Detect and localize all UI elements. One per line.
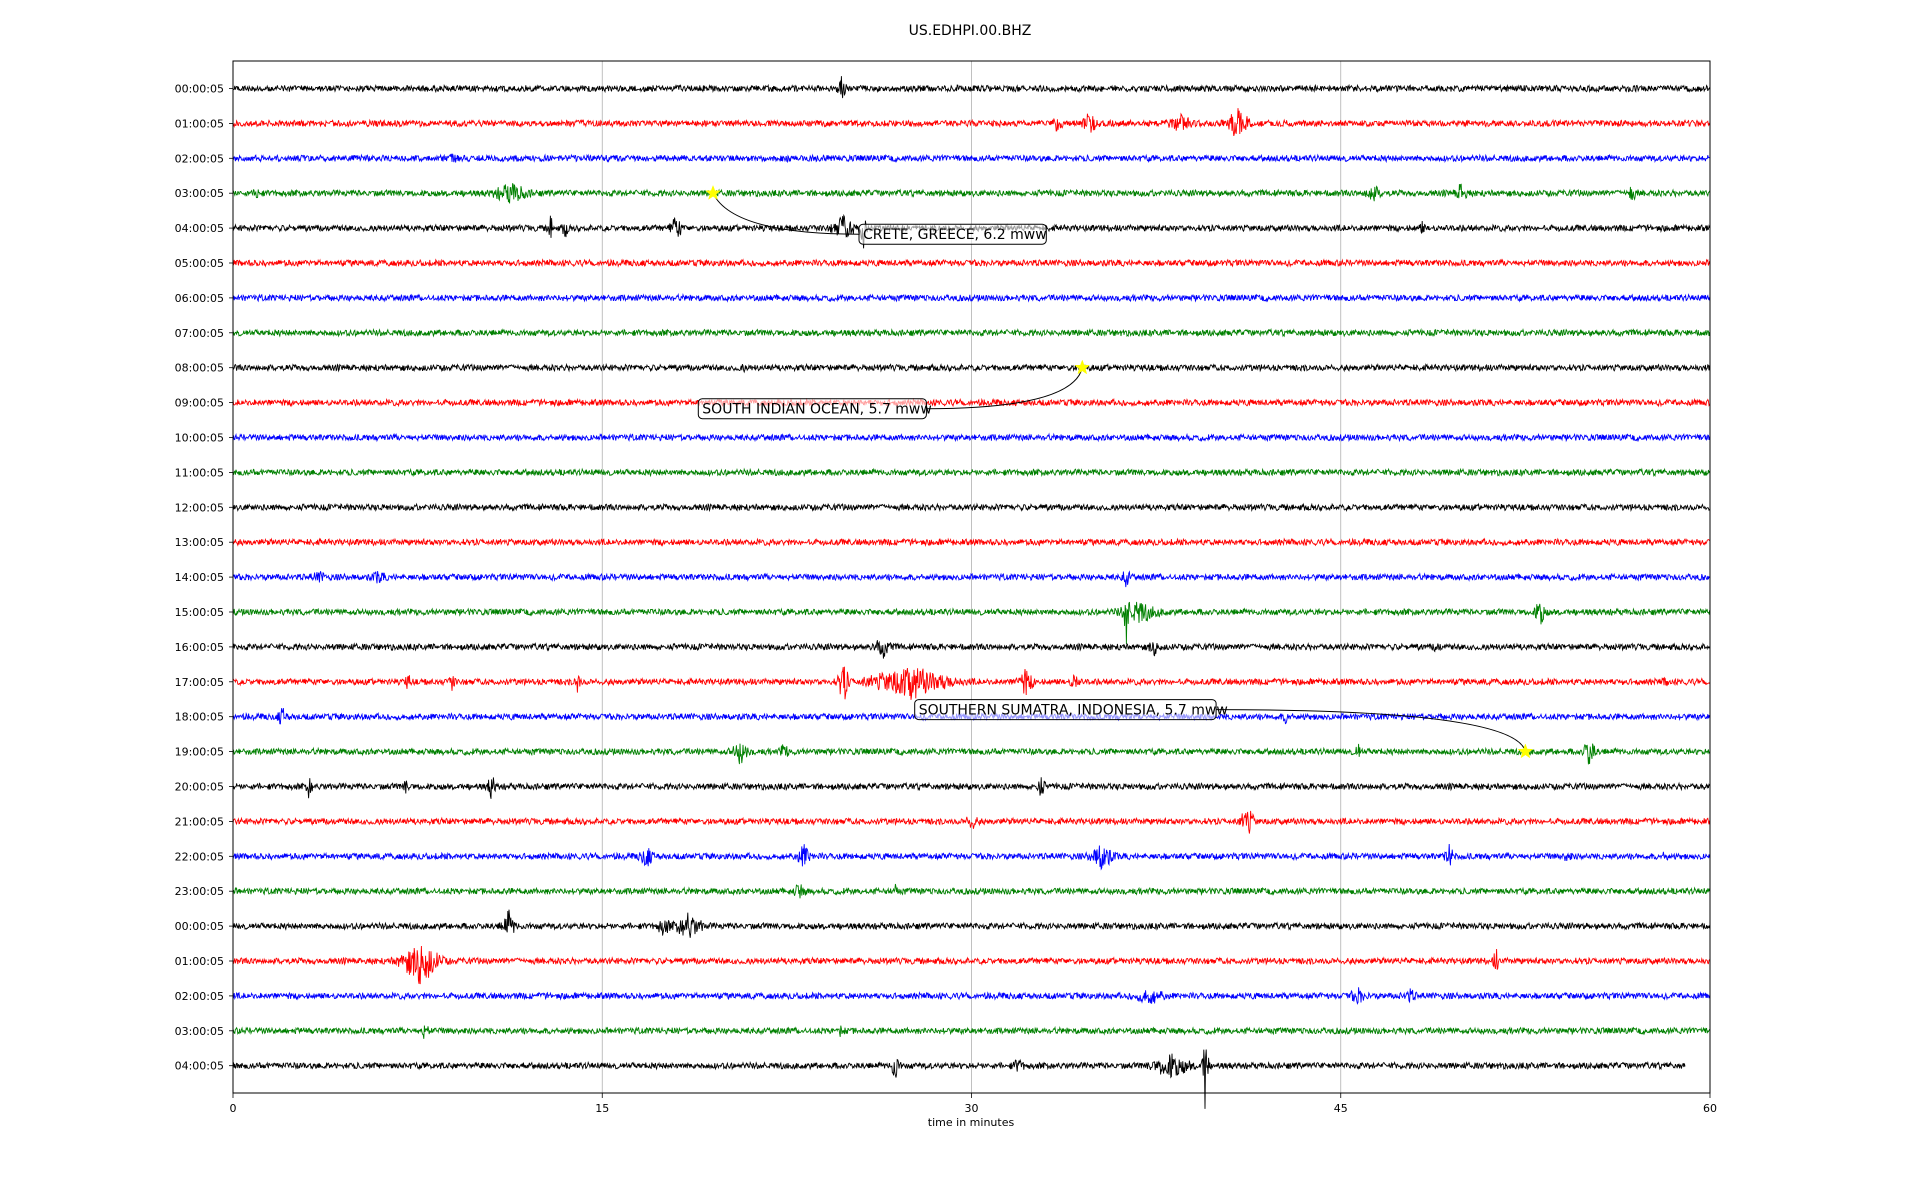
y-tick-label: 22:00:05 [175, 850, 224, 863]
trace-row [232, 502, 1710, 513]
trace-row [232, 432, 1711, 443]
trace-row [232, 108, 1711, 137]
trace-row [232, 843, 1711, 871]
x-tick-label: 45 [1334, 1102, 1348, 1115]
y-tick-label: 08:00:05 [175, 362, 224, 375]
trace-row [232, 292, 1711, 303]
trace-row [232, 570, 1710, 588]
trace-row [232, 666, 1710, 700]
seismic-traces [232, 76, 1711, 1109]
y-tick-label: 02:00:05 [175, 990, 224, 1003]
trace-row [232, 362, 1711, 374]
y-tick-labels: 00:00:05 01:00:05 02:00:05 03:00:05 04:00:05… [175, 83, 233, 1073]
trace-row [232, 153, 1710, 164]
trace-row [232, 601, 1711, 644]
y-tick-label: 00:00:05 [175, 920, 224, 933]
event-star-icon [1517, 743, 1534, 759]
y-tick-label: 06:00:05 [175, 292, 224, 305]
y-tick-label: 20:00:05 [175, 781, 224, 794]
trace-row [232, 777, 1710, 799]
y-tick-label: 03:00:05 [175, 187, 224, 200]
y-tick-label: 12:00:05 [175, 501, 224, 514]
x-axis-label: time in minutes [928, 1116, 1015, 1129]
y-tick-label: 14:00:05 [175, 571, 224, 584]
y-tick-label: 21:00:05 [175, 815, 224, 828]
trace-row [232, 640, 1711, 659]
y-tick-label: 10:00:05 [175, 432, 224, 445]
trace-row [232, 883, 1711, 899]
x-tick-label: 30 [965, 1102, 979, 1115]
x-tick-label: 15 [595, 1102, 609, 1115]
annotation-box [858, 223, 1047, 245]
trace-row [232, 258, 1711, 268]
x-tick-label: 60 [1703, 1102, 1717, 1115]
y-tick-label: 01:00:05 [175, 955, 224, 968]
annotation-label: SOUTH INDIAN OCEAN, 5.7 mww [702, 402, 932, 418]
y-tick-label: 18:00:05 [175, 711, 224, 724]
y-tick-label: 02:00:05 [175, 152, 224, 165]
annotation-box [914, 699, 1217, 721]
plot-frame [232, 60, 1711, 1094]
y-tick-label: 17:00:05 [175, 676, 224, 689]
annotation-connector [1216, 709, 1526, 752]
x-tick-label: 0 [230, 1102, 237, 1115]
y-tick-label: 15:00:05 [175, 606, 224, 619]
trace-row [232, 1025, 1710, 1039]
y-tick-label: 23:00:05 [175, 885, 224, 898]
trace-row [232, 909, 1711, 938]
trace-row [232, 76, 1711, 99]
y-tick-label: 00:00:05 [175, 83, 224, 96]
annotation-label: CRETE, GREECE, 6.2 mww [863, 227, 1047, 243]
trace-row [232, 1049, 1686, 1109]
event-annotation: CRETE, GREECE, 6.2 mww [705, 184, 1047, 245]
y-tick-label: 03:00:05 [175, 1025, 224, 1038]
event-star-icon [705, 184, 721, 200]
y-tick-label: 07:00:05 [175, 327, 224, 340]
y-tick-label: 16:00:05 [175, 641, 224, 654]
trace-row [232, 327, 1711, 338]
x-axis: 0 15 30 45 60 [230, 1093, 1717, 1115]
annotation-connector [926, 367, 1083, 410]
trace-row [232, 467, 1711, 478]
event-star-icon [1074, 359, 1091, 375]
y-tick-label: 13:00:05 [175, 536, 224, 549]
annotation-label: SOUTHERN SUMATRA, INDONESIA, 5.7 mww [919, 703, 1228, 719]
trace-row [232, 183, 1711, 204]
trace-row [232, 945, 1710, 985]
trace-row [232, 397, 1710, 408]
y-tick-label: 09:00:05 [175, 397, 224, 410]
trace-row [232, 743, 1711, 765]
y-tick-label: 05:00:05 [175, 257, 224, 270]
annotation-connector [712, 192, 860, 235]
y-tick-label: 19:00:05 [175, 746, 224, 759]
event-annotation: SOUTHERN SUMATRA, INDONESIA, 5.7 mww [914, 699, 1534, 759]
event-annotations: CRETE, GREECE, 6.2 mww SOUTH INDIAN OCEAN… [697, 184, 1534, 759]
y-tick-label: 01:00:05 [175, 117, 224, 130]
chart-title: US.EDHPI.00.BHZ [909, 23, 1032, 39]
trace-row [232, 537, 1710, 548]
y-tick-label: 04:00:05 [175, 222, 224, 235]
y-tick-label: 11:00:05 [175, 466, 224, 479]
annotation-box [697, 398, 927, 420]
y-tick-label: 04:00:05 [175, 1060, 224, 1073]
trace-row [232, 987, 1711, 1005]
event-annotation: SOUTH INDIAN OCEAN, 5.7 mww [697, 359, 1091, 420]
trace-row [232, 810, 1711, 834]
